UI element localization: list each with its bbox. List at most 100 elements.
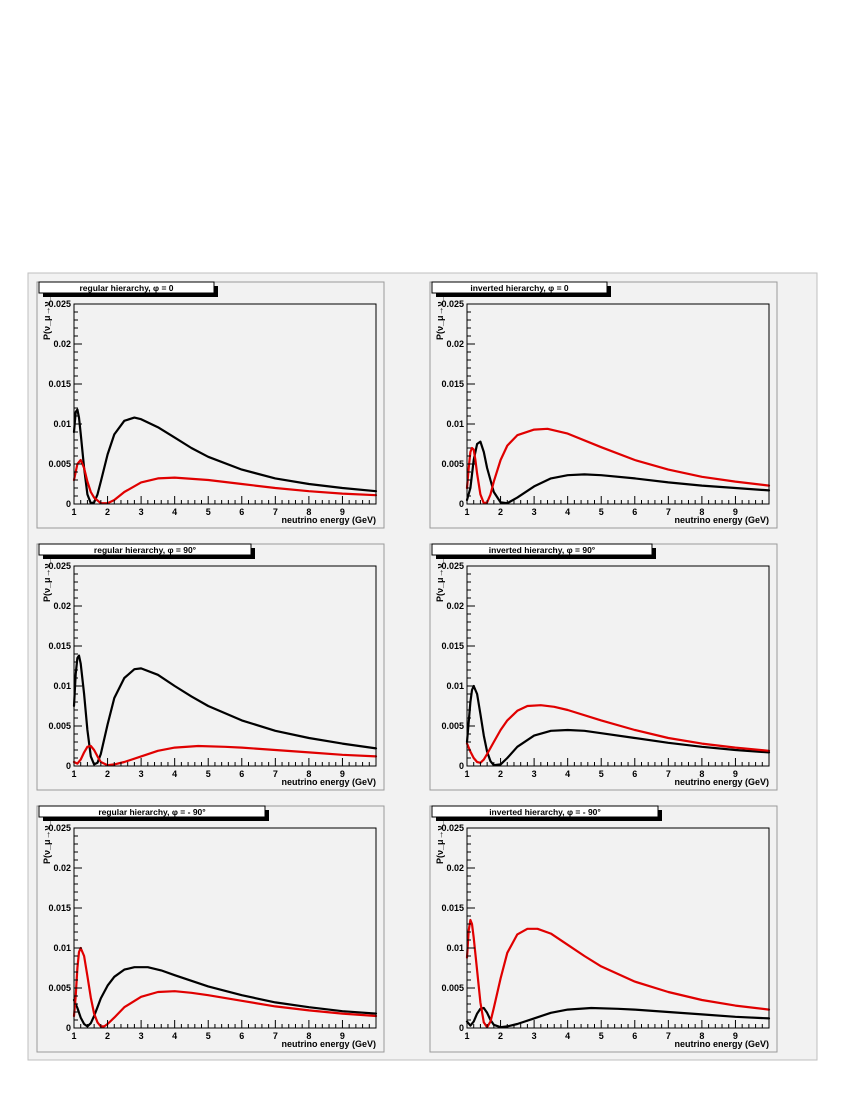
title-box [38, 543, 252, 556]
x-tick-label: 4 [565, 769, 570, 779]
y-axis-label: P(ν_μ→ν_e) [435, 288, 445, 340]
y-axis-label: P(ν_μ→ν_e) [435, 550, 445, 602]
panel-frame [429, 281, 778, 529]
x-tick-label: 2 [498, 769, 503, 779]
x-tick-label: 2 [105, 769, 110, 779]
x-tick-label: 4 [172, 507, 177, 517]
panel-frame [36, 805, 385, 1053]
x-tick-label: 5 [206, 769, 211, 779]
x-tick-label: 9 [340, 1031, 345, 1041]
y-tick-label: 0 [459, 499, 464, 509]
chart-title: inverted hierarchy, φ = 90° [489, 545, 596, 555]
y-tick-label: 0.025 [441, 823, 464, 833]
x-tick-label: 4 [172, 769, 177, 779]
x-tick-label: 6 [239, 507, 244, 517]
y-tick-label: 0.015 [48, 641, 71, 651]
y-tick-label: 0.01 [446, 681, 464, 691]
x-tick-label: 2 [498, 507, 503, 517]
series-line-black [72, 654, 378, 766]
x-axis-label: neutrino energy (GeV) [674, 1039, 769, 1049]
series-line-red [72, 744, 378, 767]
x-tick-label: 6 [632, 507, 637, 517]
x-tick-label: 9 [733, 507, 738, 517]
x-tick-label: 1 [464, 507, 469, 517]
x-tick-label: 5 [599, 507, 604, 517]
chart-panel-1: 0 0.005 0.01 0.015 0.02 0.025 1 2 3 4 5 6 7 8 9neutrin… [36, 281, 385, 529]
y-tick-label: 0.015 [48, 903, 71, 913]
x-tick-label: 2 [105, 507, 110, 517]
chart-title: regular hierarchy, φ = 0 [79, 283, 173, 293]
y-tick-label: 0.01 [446, 943, 464, 953]
x-tick-label: 6 [239, 1031, 244, 1041]
title-box [38, 805, 266, 818]
y-tick-label: 0.015 [441, 641, 464, 651]
x-tick-label: 2 [498, 1031, 503, 1041]
x-tick-label: 1 [71, 769, 76, 779]
y-tick-label: 0.02 [53, 339, 71, 349]
y-tick-label: 0.02 [53, 863, 71, 873]
panel-frame [36, 281, 385, 529]
y-tick-label: 0.025 [48, 823, 71, 833]
y-tick-label: 0.01 [53, 943, 71, 953]
y-tick-label: 0 [459, 1023, 464, 1033]
y-tick-label: 0.02 [446, 339, 464, 349]
x-tick-label: 1 [71, 507, 76, 517]
y-tick-label: 0.02 [446, 863, 464, 873]
panel-frame [429, 805, 778, 1053]
x-tick-label: 1 [464, 769, 469, 779]
y-tick-label: 0.015 [48, 379, 71, 389]
x-tick-label: 3 [139, 769, 144, 779]
x-tick-label: 5 [206, 507, 211, 517]
y-tick-label: 0.02 [446, 601, 464, 611]
x-tick-label: 1 [464, 1031, 469, 1041]
x-tick-label: 4 [172, 1031, 177, 1041]
x-tick-label: 8 [306, 769, 311, 779]
x-tick-label: 6 [632, 769, 637, 779]
x-tick-label: 7 [273, 769, 278, 779]
x-tick-label: 3 [139, 507, 144, 517]
y-axis-label: P(ν_μ→ν_e) [42, 288, 52, 340]
y-tick-label: 0 [66, 761, 71, 771]
x-tick-label: 6 [239, 769, 244, 779]
x-axis-label: neutrino energy (GeV) [281, 515, 376, 525]
x-tick-label: 7 [273, 1031, 278, 1041]
x-tick-label: 5 [599, 769, 604, 779]
x-tick-label: 8 [699, 507, 704, 517]
x-axis-label: neutrino energy (GeV) [674, 777, 769, 787]
y-tick-label: 0.015 [441, 379, 464, 389]
y-tick-label: 0.01 [53, 419, 71, 429]
x-axis-label: neutrino energy (GeV) [281, 777, 376, 787]
x-tick-label: 3 [532, 769, 537, 779]
chart-panel-4: 0 0.005 0.01 0.015 0.02 0.025 1 2 3 4 5 6 7 8 9neutrin… [429, 543, 778, 791]
y-tick-label: 0.005 [48, 459, 71, 469]
x-tick-label: 7 [666, 1031, 671, 1041]
x-axis-label: neutrino energy (GeV) [281, 1039, 376, 1049]
title-box [38, 281, 215, 294]
y-tick-label: 0.025 [441, 561, 464, 571]
x-tick-label: 5 [206, 1031, 211, 1041]
x-tick-label: 9 [733, 1031, 738, 1041]
chart-title: regular hierarchy, φ = 90° [94, 545, 197, 555]
y-tick-label: 0.025 [441, 299, 464, 309]
y-tick-label: 0.025 [48, 561, 71, 571]
series-line-red [72, 458, 378, 505]
x-tick-label: 4 [565, 1031, 570, 1041]
x-tick-label: 5 [599, 1031, 604, 1041]
x-tick-label: 9 [340, 769, 345, 779]
x-tick-label: 8 [699, 769, 704, 779]
chart-title: inverted hierarchy, φ = 0 [470, 283, 569, 293]
plot-frame [73, 303, 377, 505]
y-axis-label: P(ν_μ→ν_e) [42, 550, 52, 602]
x-tick-label: 3 [532, 507, 537, 517]
x-tick-label: 9 [340, 507, 345, 517]
title-box [431, 281, 608, 294]
y-tick-label: 0.005 [441, 721, 464, 731]
y-axis-label: P(ν_μ→ν_e) [42, 812, 52, 864]
x-tick-label: 8 [306, 1031, 311, 1041]
plot-frame [466, 827, 770, 1029]
series-line-red [465, 427, 771, 505]
title-box [431, 805, 659, 818]
y-tick-label: 0.025 [48, 299, 71, 309]
series-line-red [465, 918, 771, 1029]
title-box [431, 543, 653, 556]
